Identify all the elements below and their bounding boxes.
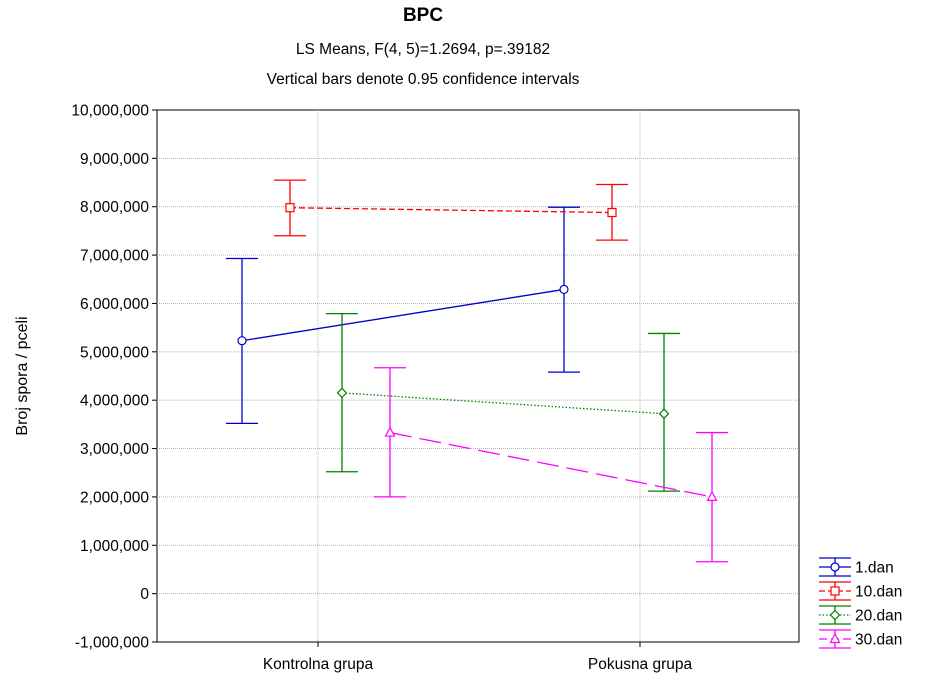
plot-frame	[156, 109, 800, 643]
chart-subtitle-line-2: Vertical bars denote 0.95 confidence int…	[267, 71, 580, 88]
x-tick-label: Pokusna grupa	[588, 656, 693, 673]
legend-item-4: 30.dan	[819, 629, 902, 649]
data-point-marker	[285, 203, 295, 213]
y-tick-label: 2,000,000	[80, 489, 149, 506]
y-tick-label: 9,000,000	[80, 151, 149, 168]
y-tick-label: -1,000,000	[75, 635, 149, 652]
y-tick-label: 3,000,000	[80, 441, 149, 458]
x-axis-ticks: Kontrolna grupa Pokusna grupa	[263, 642, 693, 673]
data-point-marker	[336, 387, 348, 399]
legend-label: 20.dan	[855, 608, 902, 625]
y-tick-label: 10,000,000	[71, 103, 149, 120]
y-tick-label: 0	[140, 586, 149, 603]
series-1	[226, 206, 580, 425]
y-axis-ticks: -1,000,000 0 1,000,000 2,000,000 3,000,000 4,…	[71, 103, 157, 652]
legend-marker	[830, 586, 840, 596]
series-line	[341, 392, 665, 415]
data-point-marker	[658, 408, 670, 420]
y-tick-label: 1,000,000	[80, 538, 149, 555]
legend-label: 30.dan	[855, 632, 902, 649]
grid-layer	[157, 110, 799, 642]
chart-title: BPC	[403, 5, 443, 26]
chart-subtitle-line-1: LS Means, F(4, 5)=1.2694, p=.39182	[296, 41, 550, 58]
legend-marker	[830, 562, 840, 572]
series-layer	[226, 179, 728, 563]
y-tick-label: 6,000,000	[80, 296, 149, 313]
legend-marker	[829, 632, 841, 644]
x-tick-label: Kontrolna grupa	[263, 656, 374, 673]
data-point-marker	[559, 284, 569, 295]
data-point-marker	[607, 207, 617, 218]
series-2	[274, 179, 628, 241]
data-point-marker	[706, 490, 718, 502]
y-tick-label: 8,000,000	[80, 199, 149, 216]
legend-label: 1.dan	[855, 560, 894, 577]
series-line	[241, 288, 565, 342]
y-axis-label: Broj spora / pceli	[14, 316, 31, 435]
y-tick-label: 5,000,000	[80, 344, 149, 361]
series-3	[326, 312, 680, 492]
y-tick-label: 7,000,000	[80, 248, 149, 265]
series-line	[389, 431, 713, 498]
legend: 1.dan 10.dan 20.dan 30.dan	[819, 557, 902, 649]
series-4	[374, 367, 728, 563]
legend-item-1: 1.dan	[819, 557, 894, 577]
data-point-marker	[384, 426, 396, 437]
legend-marker	[829, 609, 841, 621]
y-tick-label: 4,000,000	[80, 393, 149, 410]
legend-item-2: 10.dan	[819, 581, 902, 601]
data-point-marker	[237, 336, 247, 346]
legend-label: 10.dan	[855, 584, 902, 601]
legend-item-3: 20.dan	[819, 605, 902, 625]
